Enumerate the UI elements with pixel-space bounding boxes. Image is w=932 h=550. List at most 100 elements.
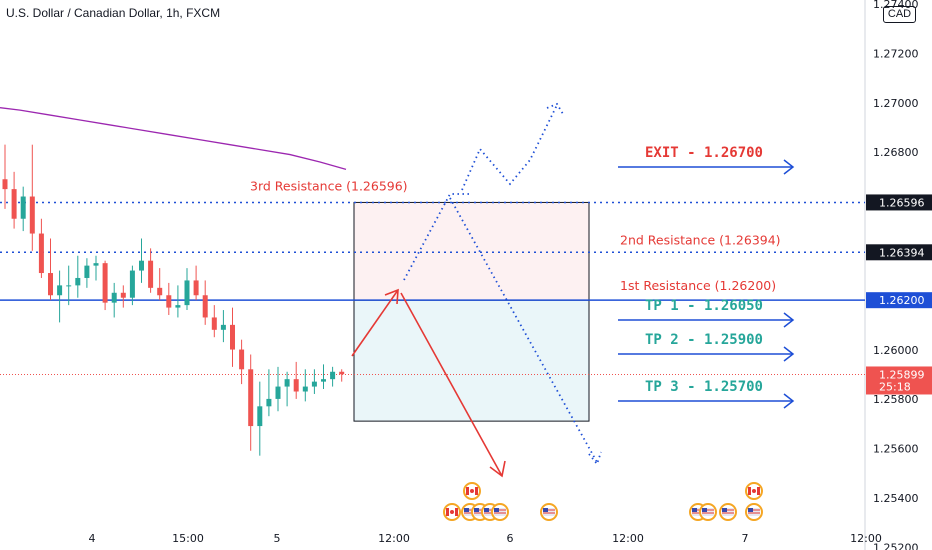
candle-body xyxy=(202,295,208,318)
candle-body xyxy=(157,287,163,296)
canada-flag-icon xyxy=(757,487,760,495)
price-tag-label: 1.25899 xyxy=(879,368,925,381)
x-tick-label: 12:00 xyxy=(612,532,644,545)
candle-body xyxy=(321,379,326,382)
canada-flag-icon xyxy=(475,487,478,495)
canada-flag-icon xyxy=(752,489,756,493)
y-tick-label: 1.27000 xyxy=(873,97,919,110)
us-flag-icon xyxy=(484,508,496,516)
y-tick-label: 1.25800 xyxy=(873,393,919,406)
us-flag-icon xyxy=(748,508,760,516)
target-zone-box xyxy=(353,299,590,422)
moving-average-line xyxy=(0,107,347,170)
candle-body xyxy=(166,295,172,308)
candle-body xyxy=(11,189,17,219)
candle-body xyxy=(66,285,72,287)
us-flag-icon xyxy=(464,508,476,516)
dotted-path-down xyxy=(449,197,599,465)
candle-body xyxy=(102,263,108,303)
candle-body xyxy=(2,179,8,190)
price-tag-countdown: 25:18 xyxy=(879,380,911,393)
candle-body xyxy=(193,280,199,296)
canada-flag-icon xyxy=(748,487,751,495)
candle-body xyxy=(57,285,63,296)
us-flag-icon xyxy=(722,508,727,512)
candle-body xyxy=(120,292,126,298)
target-label: TP 1 - 1.26050 xyxy=(645,298,763,314)
candle-body xyxy=(129,270,135,298)
candle-body xyxy=(293,379,299,392)
target-arrow-head xyxy=(783,159,795,175)
y-tick-label: 1.25600 xyxy=(873,443,919,456)
candle-body xyxy=(248,369,254,427)
level-annotation: 2nd Resistance (1.26394) xyxy=(620,232,781,247)
candle-body xyxy=(48,273,53,296)
dotted-path-up xyxy=(461,104,558,191)
price-tag xyxy=(866,194,932,211)
candle-body xyxy=(20,196,26,219)
y-tick-label: 1.26800 xyxy=(873,146,919,159)
candle-body xyxy=(148,260,154,288)
y-tick-label: 1.27400 xyxy=(873,0,919,11)
us-flag-icon xyxy=(722,508,734,516)
y-tick-label: 1.26000 xyxy=(873,344,919,357)
candle-body xyxy=(93,263,99,266)
us-flag-icon xyxy=(464,508,469,512)
candle-body xyxy=(239,349,245,370)
resistance-zone-box xyxy=(353,201,590,301)
red-arrow-up-head xyxy=(384,288,399,305)
canada-flag-icon xyxy=(466,487,469,495)
x-tick-label: 4 xyxy=(89,532,96,545)
x-tick-label: 12:00 xyxy=(850,532,882,545)
red-arrow-down-head xyxy=(489,460,506,478)
us-flag-icon xyxy=(692,508,697,512)
candle-body xyxy=(275,386,281,399)
candle-body xyxy=(75,277,81,286)
price-tag-label: 1.26596 xyxy=(879,196,925,209)
candle-body xyxy=(184,280,190,306)
level-annotation: 1st Resistance (1.26200) xyxy=(620,278,776,293)
target-arrow-head xyxy=(783,312,795,328)
canada-flag-icon xyxy=(446,508,449,516)
candle-body xyxy=(29,196,35,234)
target-label: TP 3 - 1.25700 xyxy=(645,379,763,395)
us-flag-icon xyxy=(484,508,489,512)
price-tag xyxy=(866,244,932,261)
candle-body xyxy=(230,324,235,350)
us-flag-icon xyxy=(494,508,499,512)
target-arrow-head xyxy=(783,393,795,409)
x-tick-label: 12:00 xyxy=(378,532,410,545)
us-flag-icon xyxy=(543,508,548,512)
dotted-path-up-head xyxy=(546,102,564,115)
y-tick-label: 1.27200 xyxy=(873,47,919,60)
level-annotation: 3rd Resistance (1.26596) xyxy=(250,178,408,193)
target-label: EXIT - 1.26700 xyxy=(645,145,763,161)
price-tag xyxy=(866,366,932,395)
us-flag-icon xyxy=(692,508,704,516)
candle-body xyxy=(330,371,336,380)
x-tick-label: 15:00 xyxy=(172,532,204,545)
candle-body xyxy=(266,398,272,407)
candle-body xyxy=(38,233,44,274)
target-arrow-head xyxy=(783,346,795,362)
currency-badge[interactable]: CAD xyxy=(883,6,916,23)
red-arrow-up xyxy=(351,289,399,357)
target-label: TP 2 - 1.25900 xyxy=(645,332,763,348)
candle-body xyxy=(84,265,90,278)
candle-body xyxy=(257,406,263,427)
candle-body xyxy=(111,292,117,303)
candle-body xyxy=(175,305,181,308)
us-flag-icon xyxy=(494,508,506,516)
candle-body xyxy=(339,371,345,375)
candle-body xyxy=(211,317,217,330)
candle-body xyxy=(302,386,308,392)
x-tick-label: 6 xyxy=(507,532,514,545)
y-tick-label: 1.25400 xyxy=(873,492,919,505)
candle-body xyxy=(139,260,144,271)
us-flag-icon xyxy=(543,508,555,516)
symbol-title: U.S. Dollar / Canadian Dollar, 1h, FXCM xyxy=(6,6,221,20)
x-tick-label: 5 xyxy=(274,532,281,545)
us-flag-icon xyxy=(702,508,707,512)
